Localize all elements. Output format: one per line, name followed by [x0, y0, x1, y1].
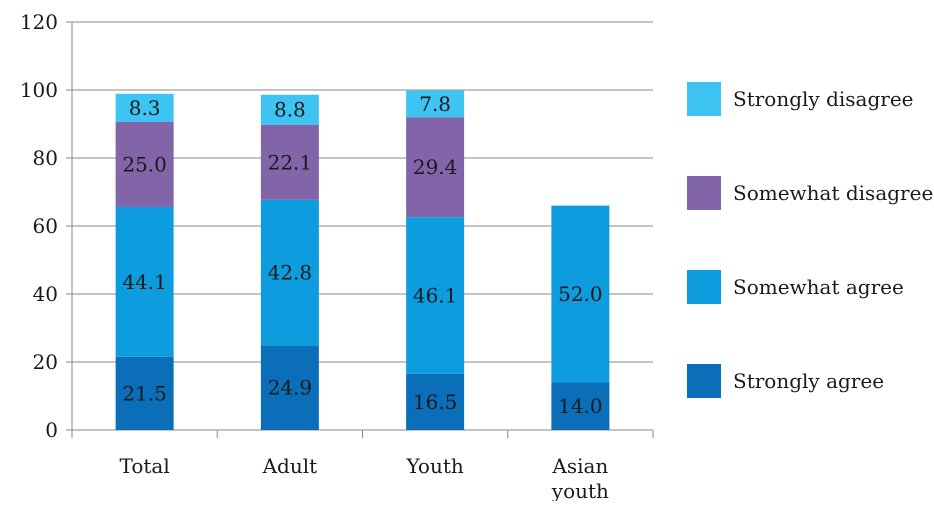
legend-swatch-somewhat-agree: [687, 270, 721, 304]
bar-somewhat-agree-1: [260, 199, 319, 346]
y-tick-label-60: 60: [33, 214, 58, 238]
data-label-strongly-disagree-0: 8.3: [129, 96, 161, 120]
y-tick-label-100: 100: [20, 78, 58, 102]
data-label-somewhat-agree-3: 52.0: [558, 282, 603, 306]
data-label-strongly-disagree-2: 7.8: [419, 92, 451, 116]
legend-label-strongly-agree: Strongly agree: [733, 369, 884, 393]
bar-somewhat-disagree-1: [260, 124, 319, 200]
legend-swatch-strongly-agree: [687, 364, 721, 398]
bar-strongly-disagree-0: [115, 93, 174, 122]
y-tick-label-40: 40: [33, 282, 58, 306]
data-label-somewhat-disagree-1: 22.1: [268, 150, 313, 174]
y-tick-label-20: 20: [33, 350, 58, 374]
x-category-label-0: Total: [120, 454, 170, 478]
bar-strongly-disagree-2: [406, 90, 465, 118]
data-label-somewhat-disagree-0: 25.0: [122, 152, 167, 176]
data-label-strongly-agree-0: 21.5: [122, 381, 167, 405]
bars: 21.5 44.1 25.0 8.3 24.9 42.8 22.1 8.8 16.5 46.1 29…: [115, 90, 610, 430]
legend-label-somewhat-disagree: Somewhat disagree: [733, 181, 933, 205]
data-label-somewhat-agree-1: 42.8: [268, 261, 313, 285]
legend-swatch-somewhat-disagree: [687, 176, 721, 210]
y-tick-label-120: 120: [20, 10, 58, 34]
data-label-strongly-disagree-1: 8.8: [274, 98, 306, 122]
legend-swatch-strongly-disagree: [687, 82, 721, 116]
bar-strongly-agree-0: [115, 356, 174, 430]
bar-strongly-agree-3: [551, 382, 610, 430]
y-tick-label-0: 0: [45, 418, 58, 442]
bar-somewhat-disagree-2: [406, 117, 465, 218]
bar-somewhat-agree-0: [115, 206, 174, 357]
data-label-strongly-agree-1: 24.9: [268, 376, 313, 400]
legend: Strongly disagree Somewhat disagree Somewh…: [687, 82, 933, 398]
bar-somewhat-agree-2: [406, 217, 465, 374]
data-label-somewhat-disagree-2: 29.4: [413, 155, 458, 179]
bar-somewhat-agree-3: [551, 205, 610, 383]
bar-strongly-agree-2: [406, 373, 465, 430]
y-tick-label-80: 80: [33, 146, 58, 170]
x-category-label-3: Asian youth: [551, 454, 609, 501]
data-label-somewhat-agree-0: 44.1: [122, 270, 167, 294]
data-label-somewhat-agree-2: 46.1: [413, 284, 458, 308]
bar-strongly-disagree-1: [260, 94, 319, 125]
x-category-label-2: Youth: [405, 454, 463, 478]
legend-label-somewhat-agree: Somewhat agree: [733, 275, 904, 299]
bar-strongly-agree-1: [260, 345, 319, 430]
data-label-strongly-agree-3: 14.0: [558, 394, 603, 418]
data-label-strongly-agree-2: 16.5: [413, 390, 458, 414]
bar-somewhat-disagree-0: [115, 121, 174, 207]
legend-label-strongly-disagree: Strongly disagree: [733, 87, 914, 111]
axes: 0 20 40 60 80 100 120 Total Adult Youth Asian youth: [20, 10, 654, 503]
x-category-label-1: Adult: [262, 454, 318, 478]
